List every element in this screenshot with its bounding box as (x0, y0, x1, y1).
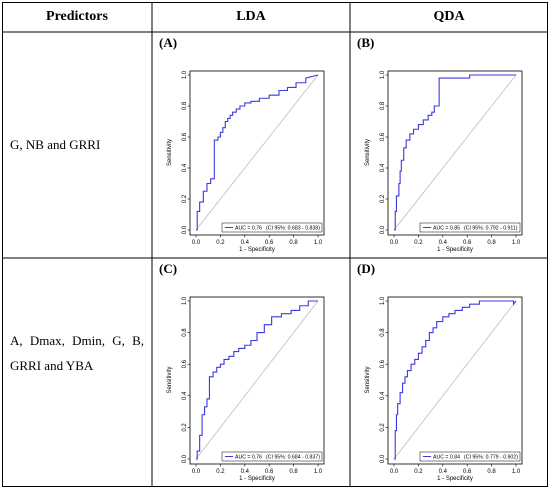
legend-ci: (CI 95%: 0.792 - 0.911) (464, 225, 518, 231)
y-tick-label: 1.0 (182, 70, 188, 79)
x-axis-label: 1 - Specificity (239, 476, 275, 482)
y-tick-label: 0.4 (182, 163, 188, 172)
legend-auc: AUC = 0.76 (235, 225, 262, 231)
legend-box (221, 451, 323, 462)
legend-ci: (CI 95%: 0.779 - 0.902) (464, 454, 518, 460)
x-tick-label: 0.4 (439, 240, 448, 246)
roc-curve-line (196, 74, 319, 231)
panel-label-c: (C) (159, 261, 178, 276)
reference-diagonal-line (195, 74, 319, 231)
header-lda: LDA (236, 9, 266, 24)
roc-chart-a: 0.0 0.2 0.4 0.6 0.8 1.0 0.0 0.2 0.4 0.6 0.8 1.0 1 - … (167, 70, 325, 253)
x-tick-label: 0.6 (463, 469, 472, 475)
reference-diagonal-line (393, 74, 517, 231)
y-tick-label: 0.4 (182, 391, 188, 400)
x-tick-label: 0.6 (265, 469, 274, 475)
x-axis-label: 1 - Specificity (437, 247, 473, 253)
y-tick-label: 0.6 (380, 359, 386, 368)
y-tick-label: 0.4 (380, 163, 386, 172)
y-tick-label: 0.8 (380, 328, 386, 337)
y-tick-label: 1.0 (380, 296, 386, 305)
x-tick-label: 0.2 (216, 469, 225, 475)
y-tick-label: 0.6 (182, 359, 188, 368)
x-tick-label: 0.4 (439, 469, 448, 475)
x-tick-label: 0.2 (216, 240, 225, 246)
legend-auc: AUC = 0.85 (433, 225, 460, 231)
legend-box (221, 222, 323, 233)
x-tick-label: 0.8 (289, 469, 298, 475)
y-tick-label: 0.6 (380, 132, 386, 141)
row-1-predictors: G, NB and GRRI (10, 137, 101, 152)
y-tick-label: 0.2 (380, 194, 386, 203)
header-qda: QDA (433, 9, 465, 24)
legend-auc: AUC = 0.84 (433, 454, 460, 460)
x-tick-label: 0.8 (487, 240, 496, 246)
y-tick-label: 0.4 (380, 391, 386, 400)
reference-diagonal-line (195, 300, 319, 460)
y-tick-label: 0.8 (182, 101, 188, 110)
y-tick-label: 0.2 (182, 423, 188, 432)
x-tick-label: 0.6 (265, 240, 274, 246)
x-tick-label: 0.0 (390, 240, 399, 246)
legend-box (419, 222, 521, 233)
panel-label-b: (B) (357, 35, 375, 50)
roc-curve-line (394, 300, 517, 460)
x-tick-label: 0.4 (241, 240, 250, 246)
legend-ci: (CI 95%: 0.684 - 0.837) (266, 454, 320, 460)
x-tick-label: 0.4 (241, 469, 250, 475)
roc-chart-c: 0.0 0.2 0.4 0.6 0.8 1.0 0.0 0.2 0.4 0.6 0.8 1.0 1 - … (167, 296, 325, 482)
y-tick-label: 0.0 (182, 225, 188, 234)
x-tick-label: 1.0 (314, 469, 323, 475)
x-axis-label: 1 - Specificity (239, 247, 275, 253)
y-tick-label: 0.0 (380, 454, 386, 463)
x-tick-label: 0.0 (192, 469, 201, 475)
x-tick-label: 0.8 (487, 469, 496, 475)
y-tick-label: 0.0 (182, 454, 188, 463)
y-tick-label: 0.0 (380, 225, 386, 234)
legend-box (419, 451, 521, 462)
roc-panel-d: (D) 0.0 0.2 0.4 0.6 0.8 1.0 0.0 0.2 0.4 0.6 0.8 1.0… (351, 259, 547, 486)
plot-frame (387, 70, 523, 236)
y-axis-label: Sensitivity (167, 366, 173, 393)
roc-curve-line (196, 300, 318, 460)
x-tick-label: 0.2 (414, 469, 423, 475)
plot-frame (387, 296, 523, 465)
y-tick-label: 0.2 (380, 423, 386, 432)
legend-auc: AUC = 0.76 (235, 454, 262, 460)
x-tick-label: 1.0 (512, 469, 521, 475)
roc-chart-b: 0.0 0.2 0.4 0.6 0.8 1.0 0.0 0.2 0.4 0.6 0.8 1.0 1 - … (365, 70, 523, 253)
y-axis-label: Sensitivity (167, 139, 173, 166)
y-tick-label: 0.2 (182, 194, 188, 203)
x-tick-label: 0.2 (414, 240, 423, 246)
panel-label-d: (D) (357, 261, 376, 276)
x-tick-label: 0.8 (289, 240, 298, 246)
header-predictors: Predictors (46, 9, 108, 24)
x-tick-label: 0.6 (463, 240, 472, 246)
roc-chart-d: 0.0 0.2 0.4 0.6 0.8 1.0 0.0 0.2 0.4 0.6 0.8 1.0 1 - … (365, 296, 523, 482)
reference-diagonal-line (393, 300, 517, 460)
roc-panel-c: (C) 0.0 0.2 0.4 0.6 0.8 1.0 0.0 0.2 0.4 0.6 0.8 1.0… (153, 259, 349, 486)
x-tick-label: 0.0 (192, 240, 201, 246)
legend-ci: (CI 95%: 0.683 - 0.838) (266, 225, 320, 231)
x-axis-label: 1 - Specificity (437, 476, 473, 482)
y-axis-label: Sensitivity (365, 139, 371, 166)
roc-panel-a: (A) 0.0 0.2 0.4 0.6 0.8 1.0 0.0 0.2 0.4 0.6 0.8 1.0… (153, 33, 349, 257)
x-tick-label: 1.0 (314, 240, 323, 246)
y-tick-label: 0.6 (182, 132, 188, 141)
panel-label-a: (A) (159, 35, 178, 50)
x-tick-label: 0.0 (390, 469, 399, 475)
y-tick-label: 1.0 (380, 70, 386, 79)
plot-frame (189, 296, 325, 465)
y-axis-label: Sensitivity (365, 366, 371, 393)
y-tick-label: 1.0 (182, 296, 188, 305)
roc-curve-line (394, 74, 516, 231)
y-tick-label: 0.8 (380, 101, 386, 110)
plot-frame (189, 70, 325, 236)
row-2-predictors: A, Dmax, Dmin, G, B, GRRI and YBA (10, 333, 144, 373)
roc-panel-b: (B) 0.0 0.2 0.4 0.6 0.8 1.0 0.0 0.2 0.4 0.6 0.8 1.0… (351, 33, 547, 257)
y-tick-label: 0.8 (182, 328, 188, 337)
x-tick-label: 1.0 (512, 240, 521, 246)
